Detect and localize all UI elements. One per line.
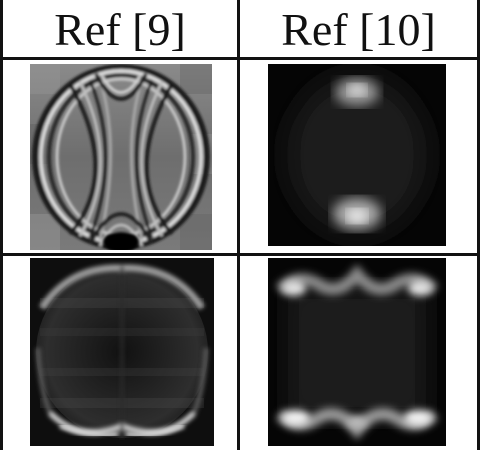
grid-line-row-divider <box>0 253 480 256</box>
column-header-ref-9: Ref [9] <box>54 3 186 55</box>
panel-ref10-row2-image <box>268 258 446 446</box>
column-header-ref-10: Ref [10] <box>281 3 436 55</box>
panel-ref9-row2-image <box>30 258 214 446</box>
grid-line-header <box>0 57 480 60</box>
grid-line-right <box>477 0 480 450</box>
grid-line-middle <box>237 0 240 450</box>
panel-ref9-row1-image <box>30 64 212 250</box>
grid-line-left <box>0 0 3 450</box>
panel-ref10-row1-image <box>268 64 446 246</box>
